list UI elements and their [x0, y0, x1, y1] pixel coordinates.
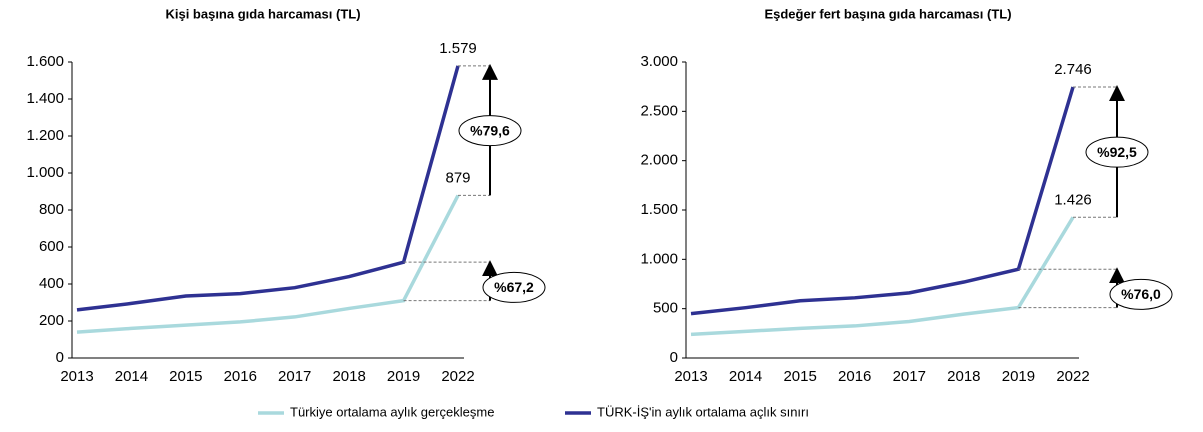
y-tick-label: 3.000 [640, 53, 678, 70]
chart-title: Kişi başına gıda harcaması (TL) [165, 6, 360, 21]
x-tick-label: 2019 [1002, 368, 1035, 385]
x-tick-label: 2016 [224, 368, 257, 385]
annotation: %76,0 [1121, 286, 1161, 302]
x-tick-label: 2017 [893, 368, 926, 385]
y-tick-label: 2.000 [640, 152, 678, 169]
y-tick-label: 600 [39, 238, 64, 255]
x-tick-label: 2015 [169, 368, 202, 385]
x-tick-label: 2022 [441, 368, 474, 385]
x-tick-label: 2019 [387, 368, 420, 385]
x-tick-label: 2015 [783, 368, 816, 385]
chart-title: Eşdeğer fert başına gıda harcaması (TL) [764, 6, 1011, 21]
y-tick-label: 0 [670, 349, 678, 366]
y-tick-label: 1.000 [640, 250, 678, 267]
y-tick-label: 400 [39, 275, 64, 292]
y-tick-label: 800 [39, 201, 64, 218]
x-tick-label: 2014 [115, 368, 148, 385]
x-tick-label: 2022 [1056, 368, 1089, 385]
y-tick-label: 1.600 [26, 53, 64, 70]
series-line [690, 216, 1075, 337]
data-label: 879 [445, 169, 470, 186]
annotation-bubble [458, 115, 522, 147]
annotation-bubble [1085, 136, 1149, 168]
y-tick-label: 500 [653, 300, 678, 317]
y-tick-label: 2.500 [640, 102, 678, 119]
x-tick-label: 2018 [947, 368, 980, 385]
x-tick-label: 2018 [332, 368, 365, 385]
annotation: %67,2 [494, 279, 534, 295]
annotation: %92,5 [1097, 144, 1137, 160]
x-tick-label: 2013 [60, 368, 93, 385]
y-tick-label: 1.000 [26, 164, 64, 181]
annotation-bubble [1109, 278, 1173, 310]
x-tick-label: 2017 [278, 368, 311, 385]
data-label: 1.579 [439, 40, 477, 57]
legend-label: Türkiye ortalama aylık gerçekleşme [290, 404, 494, 419]
x-tick-label: 2014 [729, 368, 762, 385]
legend-label: TÜRK-İŞ'in aylık ortalama açlık sınırı [597, 404, 809, 419]
series-line [690, 86, 1075, 316]
y-tick-label: 1.200 [26, 127, 64, 144]
series-line [76, 194, 460, 334]
x-tick-label: 2016 [838, 368, 871, 385]
data-label: 1.426 [1054, 191, 1092, 208]
y-tick-label: 1.400 [26, 90, 64, 107]
series-line [76, 65, 460, 312]
annotation-bubble [482, 271, 546, 303]
x-tick-label: 2013 [674, 368, 707, 385]
data-label: 2.746 [1054, 61, 1092, 78]
y-tick-label: 200 [39, 312, 64, 329]
y-tick-label: 0 [56, 349, 64, 366]
y-tick-label: 1.500 [640, 201, 678, 218]
annotation: %79,6 [470, 122, 510, 138]
